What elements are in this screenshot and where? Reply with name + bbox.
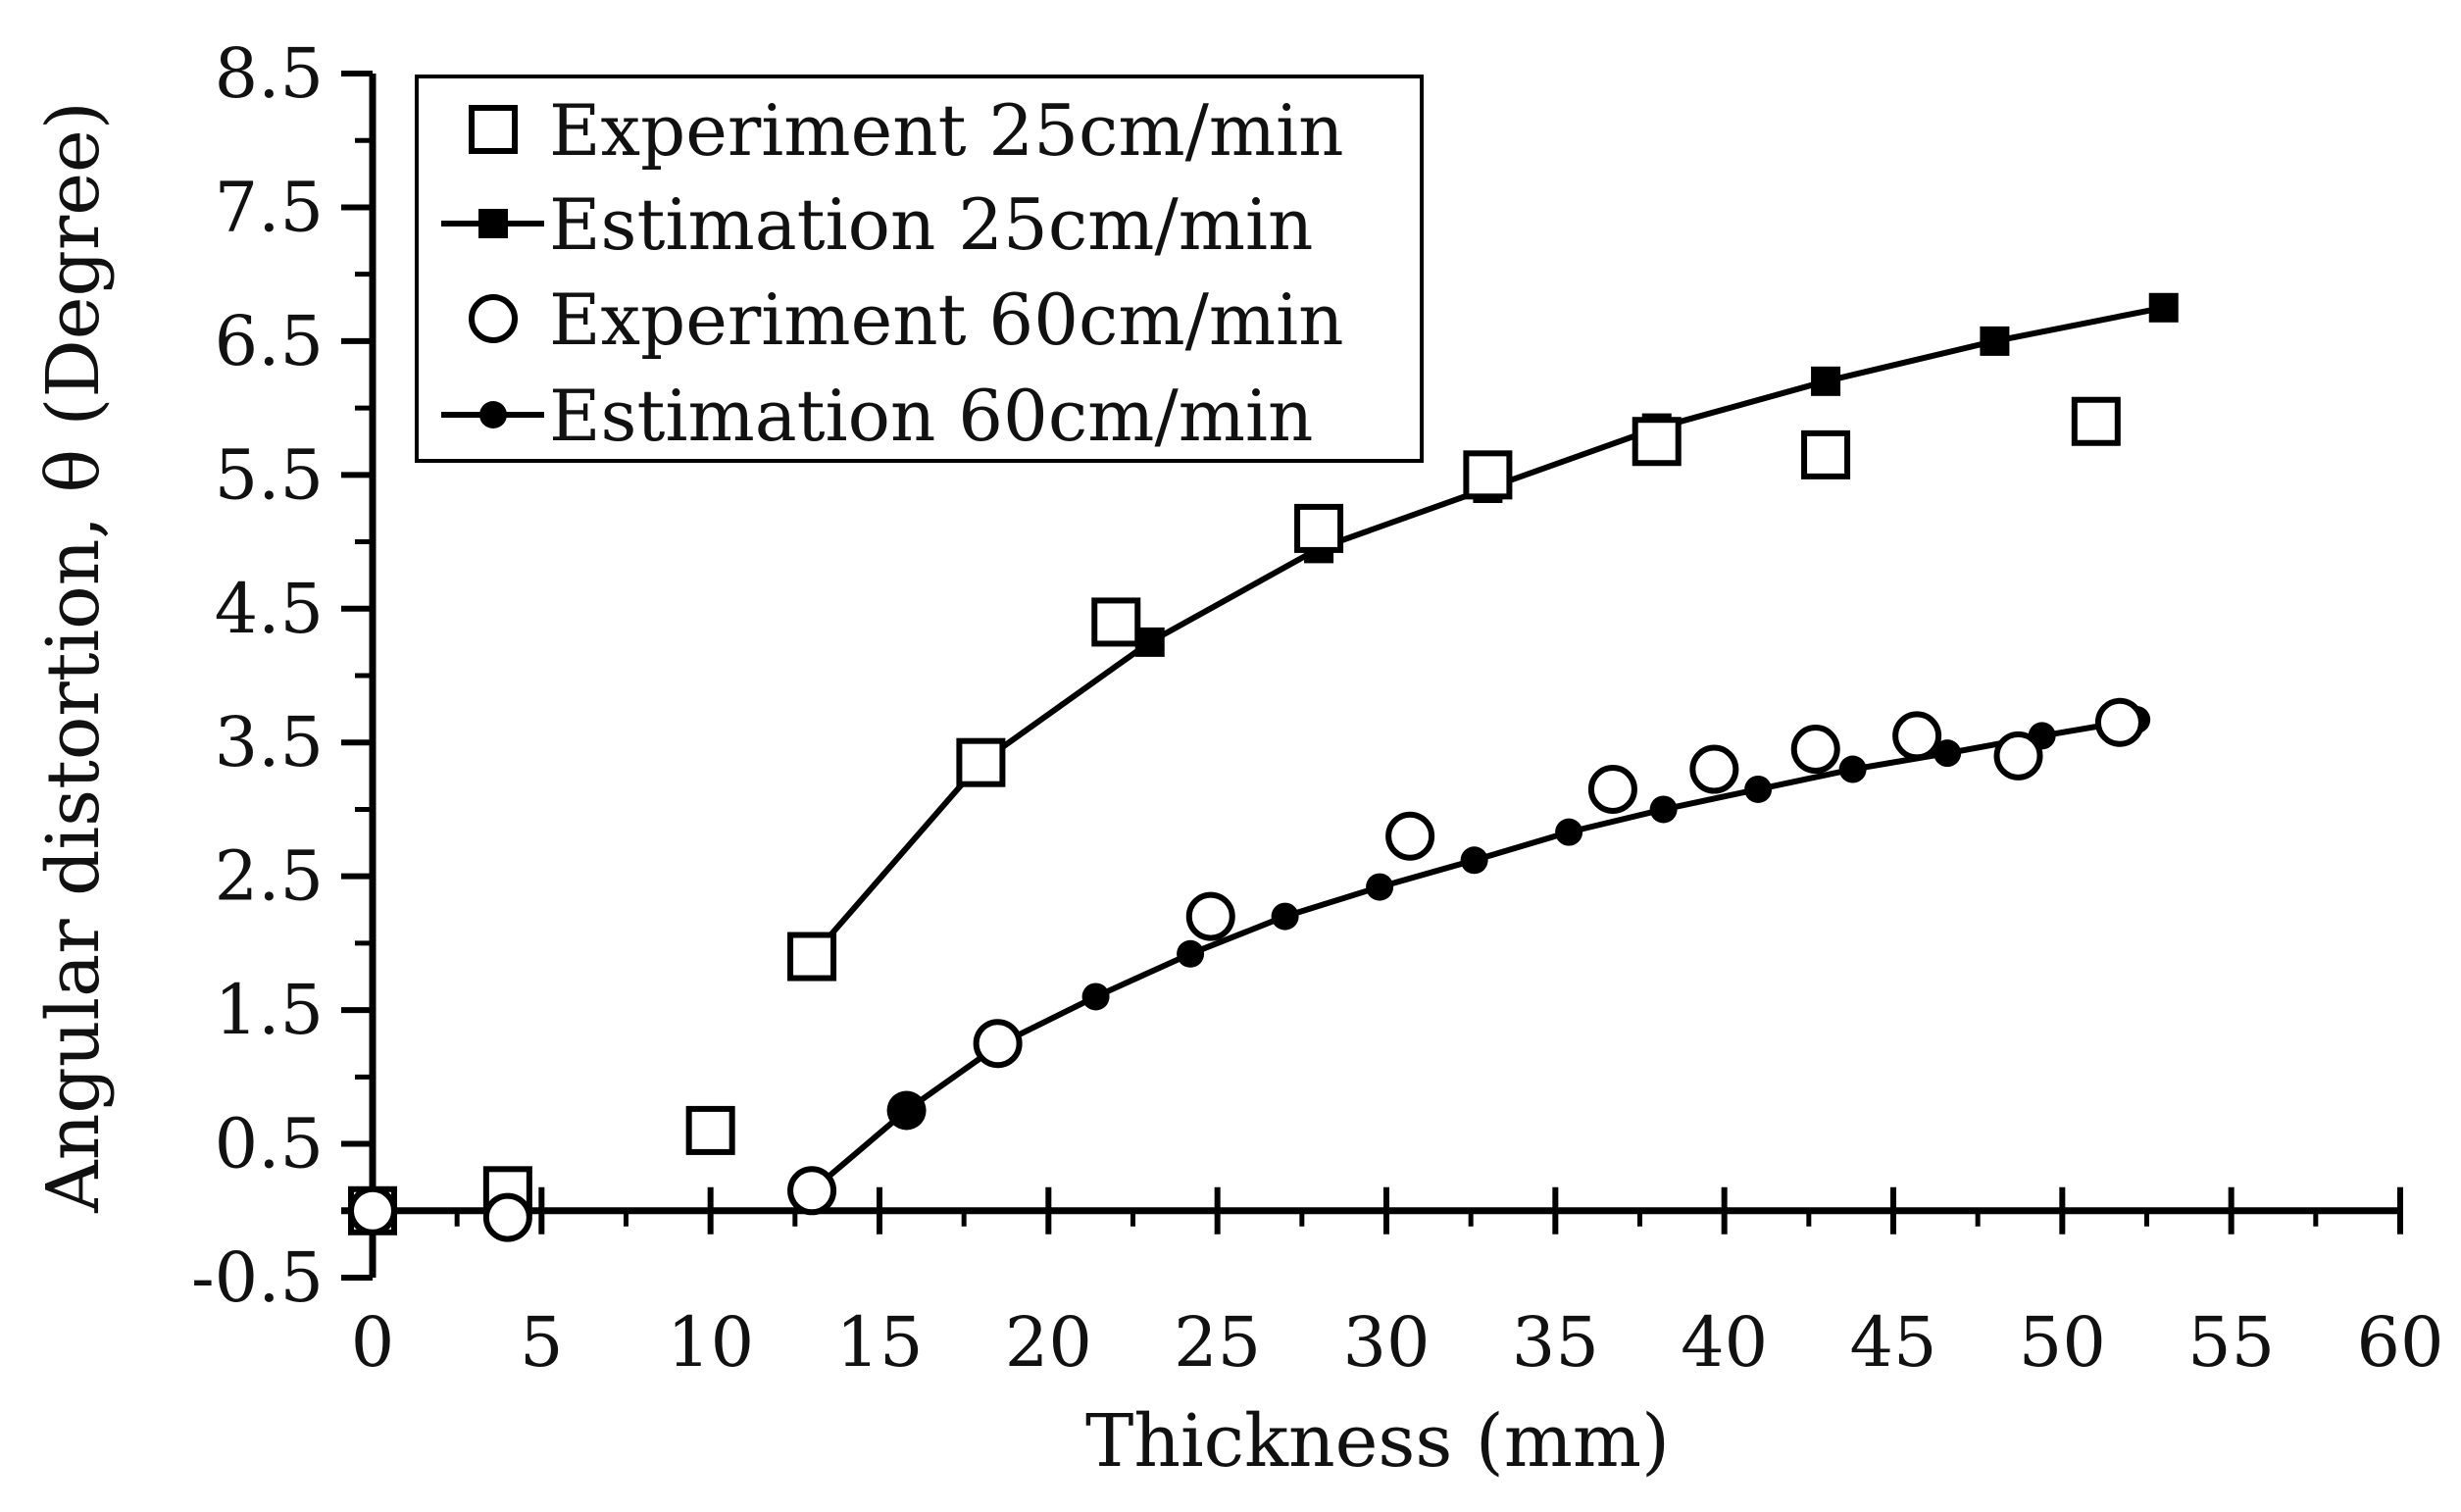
- legend-item: Experiment 25cm/min: [469, 89, 1344, 172]
- data-point: [1555, 818, 1583, 846]
- x-tick-label: 20: [1005, 1302, 1092, 1383]
- legend-item: Estimation 60cm/min: [441, 375, 1313, 457]
- data-point: [1271, 902, 1299, 931]
- legend-label: Experiment 60cm/min: [549, 278, 1344, 361]
- data-point: [1811, 366, 1841, 396]
- legend-item: Experiment 60cm/min: [469, 278, 1344, 361]
- data-point: [1689, 744, 1739, 794]
- x-tick-label: 35: [1512, 1302, 1599, 1383]
- legend-label: Experiment 25cm/min: [549, 89, 1344, 172]
- x-tick-label: 50: [2019, 1302, 2106, 1383]
- legend-marker: [469, 105, 518, 154]
- legend-marker: [478, 209, 508, 238]
- data-point: [1632, 417, 1682, 467]
- x-tick-label: 30: [1342, 1302, 1430, 1383]
- data-point: [1801, 429, 1851, 479]
- data-point: [1934, 739, 1962, 768]
- x-tick-label: 25: [1174, 1302, 1261, 1383]
- data-point: [1587, 764, 1637, 814]
- ticks-layer: -0.5 0.5 1.5 2.5 3.5 4.5 5.5 6.5 7.5 8.5 0 5 10 15 20 2…: [191, 33, 2444, 1383]
- data-point: [1081, 983, 1110, 1011]
- y-tick-label: 7.5: [215, 167, 324, 247]
- data-point: [1185, 891, 1235, 941]
- legend-box: [415, 75, 1424, 463]
- data-point: [1892, 711, 1942, 761]
- data-point: [1460, 846, 1488, 875]
- data-point: [2071, 396, 2121, 446]
- data-point: [1177, 939, 1205, 968]
- data-point: [348, 1185, 397, 1235]
- series-0: [348, 396, 2121, 1235]
- data-point: [1366, 873, 1394, 901]
- legend-marker: [469, 294, 518, 343]
- y-tick-label: 3.5: [215, 702, 324, 782]
- x-tick-label: 15: [835, 1302, 923, 1383]
- y-tick-label: -0.5: [191, 1237, 324, 1318]
- x-tick-label: 5: [520, 1302, 564, 1383]
- data-point: [1294, 503, 1344, 553]
- x-tick-label: 40: [1681, 1302, 1768, 1383]
- y-tick-label: 5.5: [215, 434, 324, 515]
- data-point: [1744, 775, 1773, 803]
- data-point: [787, 932, 837, 982]
- y-tick-label: 1.5: [215, 970, 324, 1050]
- series-layer: [348, 292, 2179, 1242]
- data-point: [1993, 731, 2043, 781]
- x-tick-label: 0: [351, 1302, 395, 1383]
- data-point: [482, 1192, 532, 1242]
- data-point: [2094, 697, 2144, 747]
- x-axis-title: Thickness (mm): [1085, 1399, 1670, 1484]
- y-tick-label: 6.5: [215, 301, 324, 381]
- data-point: [973, 1019, 1023, 1069]
- data-point: [685, 1105, 735, 1155]
- legend-label: Estimation 25cm/min: [549, 183, 1313, 266]
- data-point: [1091, 597, 1141, 647]
- data-point: [1838, 755, 1867, 783]
- data-point: [787, 1166, 837, 1216]
- data-point: [1980, 326, 2010, 356]
- series-2: [348, 697, 2144, 1242]
- legend-marker: [479, 401, 507, 428]
- legend-label: Estimation 60cm/min: [549, 375, 1313, 457]
- x-tick-label: 55: [2187, 1302, 2275, 1383]
- data-point: [2148, 292, 2179, 323]
- y-tick-label: 0.5: [215, 1104, 324, 1184]
- y-tick-label: 2.5: [215, 836, 324, 917]
- legend-item: Estimation 25cm/min: [441, 183, 1313, 266]
- data-point: [886, 1090, 927, 1131]
- y-tick-label: 8.5: [215, 33, 324, 114]
- x-tick-label: 10: [667, 1302, 754, 1383]
- data-point: [1463, 450, 1513, 500]
- y-axis-title: Angular distortion, θ (Degree): [31, 101, 116, 1213]
- series-line: [810, 717, 2137, 1193]
- data-point: [1649, 795, 1678, 824]
- legend: Experiment 25cm/min Estimation 25cm/min Ex…: [415, 75, 1424, 463]
- y-tick-label: 4.5: [215, 569, 324, 649]
- x-tick-label: 45: [1849, 1302, 1936, 1383]
- data-point: [1790, 725, 1840, 775]
- x-tick-label: 60: [2356, 1302, 2443, 1383]
- data-point: [956, 737, 1006, 787]
- data-point: [1385, 811, 1435, 861]
